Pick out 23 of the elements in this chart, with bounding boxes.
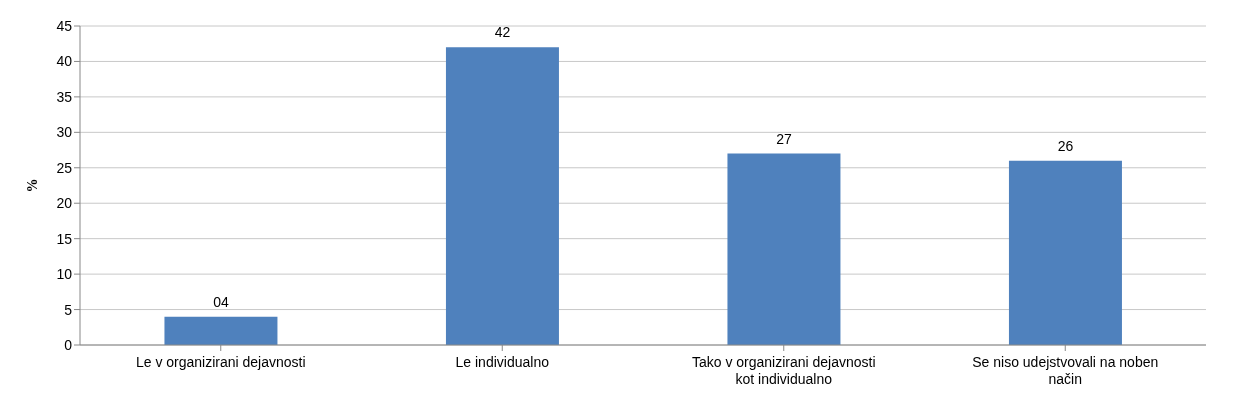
data-label: 04 (213, 293, 229, 310)
y-tick-label: 45 (56, 17, 73, 34)
y-tick-label: 15 (56, 230, 73, 247)
y-tick-label: 40 (56, 53, 73, 70)
y-axis-title: % (24, 178, 40, 193)
y-tick-label: 35 (56, 88, 73, 105)
y-tick-label: 0 (64, 336, 73, 353)
bar (164, 316, 278, 345)
x-tick-label: Le v organizirani dejavnosti (135, 354, 306, 370)
y-tick-label: 5 (64, 301, 73, 318)
x-tick-label: Se niso udejstvovali na noben način (972, 354, 1159, 387)
x-tick-label: Tako v organizirani dejavnosti kot individualno (691, 354, 876, 387)
data-label: 42 (494, 24, 511, 41)
x-tick-label: Le individualno (455, 354, 550, 370)
bar (727, 153, 841, 345)
data-label: 27 (776, 130, 792, 147)
y-tick-label: 20 (56, 195, 73, 212)
data-label: 26 (1057, 137, 1074, 154)
y-tick-label: 10 (56, 266, 73, 283)
bar (1008, 160, 1122, 345)
y-tick-label: 30 (56, 124, 73, 141)
bar (445, 47, 559, 345)
y-tick-label: 25 (56, 159, 73, 176)
